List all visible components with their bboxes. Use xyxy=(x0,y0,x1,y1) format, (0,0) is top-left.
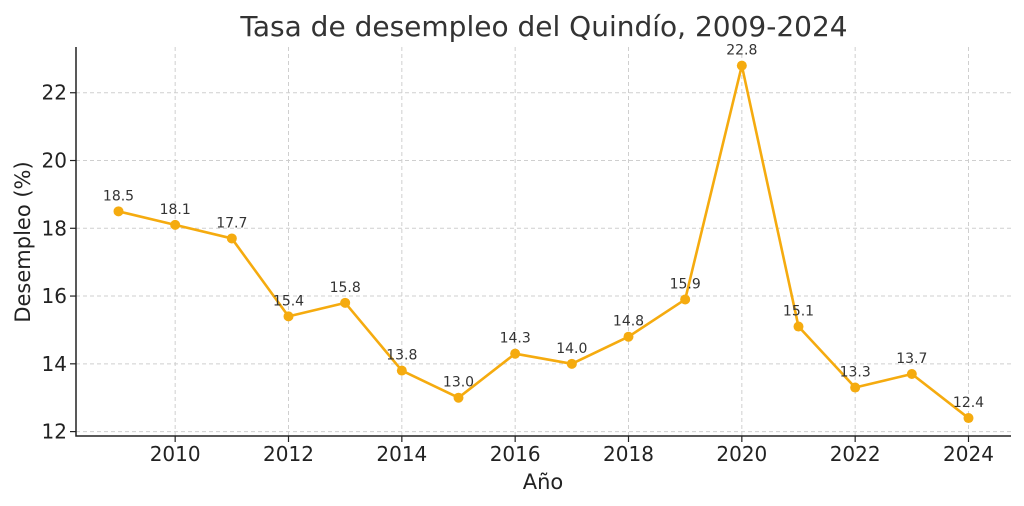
x-tick-label: 2014 xyxy=(376,442,427,466)
data-point xyxy=(283,311,294,322)
data-point xyxy=(396,365,407,376)
data-label: 12.4 xyxy=(953,395,984,411)
data-label: 13.8 xyxy=(386,348,417,364)
x-tick-label: 2022 xyxy=(830,442,881,466)
data-point xyxy=(566,358,577,369)
data-point xyxy=(623,331,634,342)
y-tick-label: 14 xyxy=(42,352,67,376)
data-point xyxy=(170,219,181,230)
y-tick-label: 16 xyxy=(42,284,67,308)
x-tick-label: 2010 xyxy=(150,442,201,466)
data-label: 17.7 xyxy=(216,215,247,231)
data-label: 18.1 xyxy=(160,202,191,218)
data-series xyxy=(113,60,974,424)
data-point xyxy=(793,321,804,332)
data-label: 13.7 xyxy=(896,351,927,367)
data-point xyxy=(226,233,237,244)
data-label: 15.1 xyxy=(783,304,814,320)
data-point xyxy=(340,297,351,308)
axis-spine xyxy=(75,47,1011,437)
x-tick-label: 2018 xyxy=(603,442,654,466)
y-tick-label: 18 xyxy=(42,216,67,240)
y-tick-label: 12 xyxy=(42,420,67,444)
data-label: 13.0 xyxy=(443,375,474,391)
data-point xyxy=(906,368,917,379)
data-label: 22.8 xyxy=(726,43,757,59)
data-point xyxy=(113,206,124,217)
data-label: 15.4 xyxy=(273,293,304,309)
y-axis-label: Desempleo (%) xyxy=(11,161,35,322)
y-tick-label: 20 xyxy=(42,149,67,173)
data-point xyxy=(736,60,747,71)
x-tick-label: 2020 xyxy=(716,442,767,466)
data-point xyxy=(850,382,861,393)
data-label: 14.0 xyxy=(556,341,587,357)
data-label: 14.8 xyxy=(613,314,644,330)
data-point xyxy=(453,392,464,403)
data-point xyxy=(680,294,691,305)
data-label: 13.3 xyxy=(840,365,871,381)
x-tick-label: 2024 xyxy=(943,442,994,466)
data-labels: 18.5 18.1 17.7 15.4 15.8 13.8 13.0 14.3 14.0 14.8… xyxy=(103,43,984,411)
x-axis-label: Año xyxy=(523,470,564,494)
y-tick-label: 22 xyxy=(42,81,67,105)
grid xyxy=(76,47,1011,436)
series-line xyxy=(118,64,970,420)
x-tick-label: 2012 xyxy=(263,442,314,466)
chart-title: Tasa de desempleo del Quindío, 2009-2024 xyxy=(239,10,847,43)
data-label: 14.3 xyxy=(500,331,531,347)
data-label: 15.8 xyxy=(330,280,361,296)
data-label: 15.9 xyxy=(670,276,701,292)
data-point xyxy=(510,348,521,359)
x-tick-label: 2016 xyxy=(490,442,541,466)
data-point xyxy=(963,413,974,424)
axes: 2010 2012 2014 2016 2018 2020 2022 202412141618… xyxy=(42,47,1011,466)
data-label: 18.5 xyxy=(103,188,134,204)
